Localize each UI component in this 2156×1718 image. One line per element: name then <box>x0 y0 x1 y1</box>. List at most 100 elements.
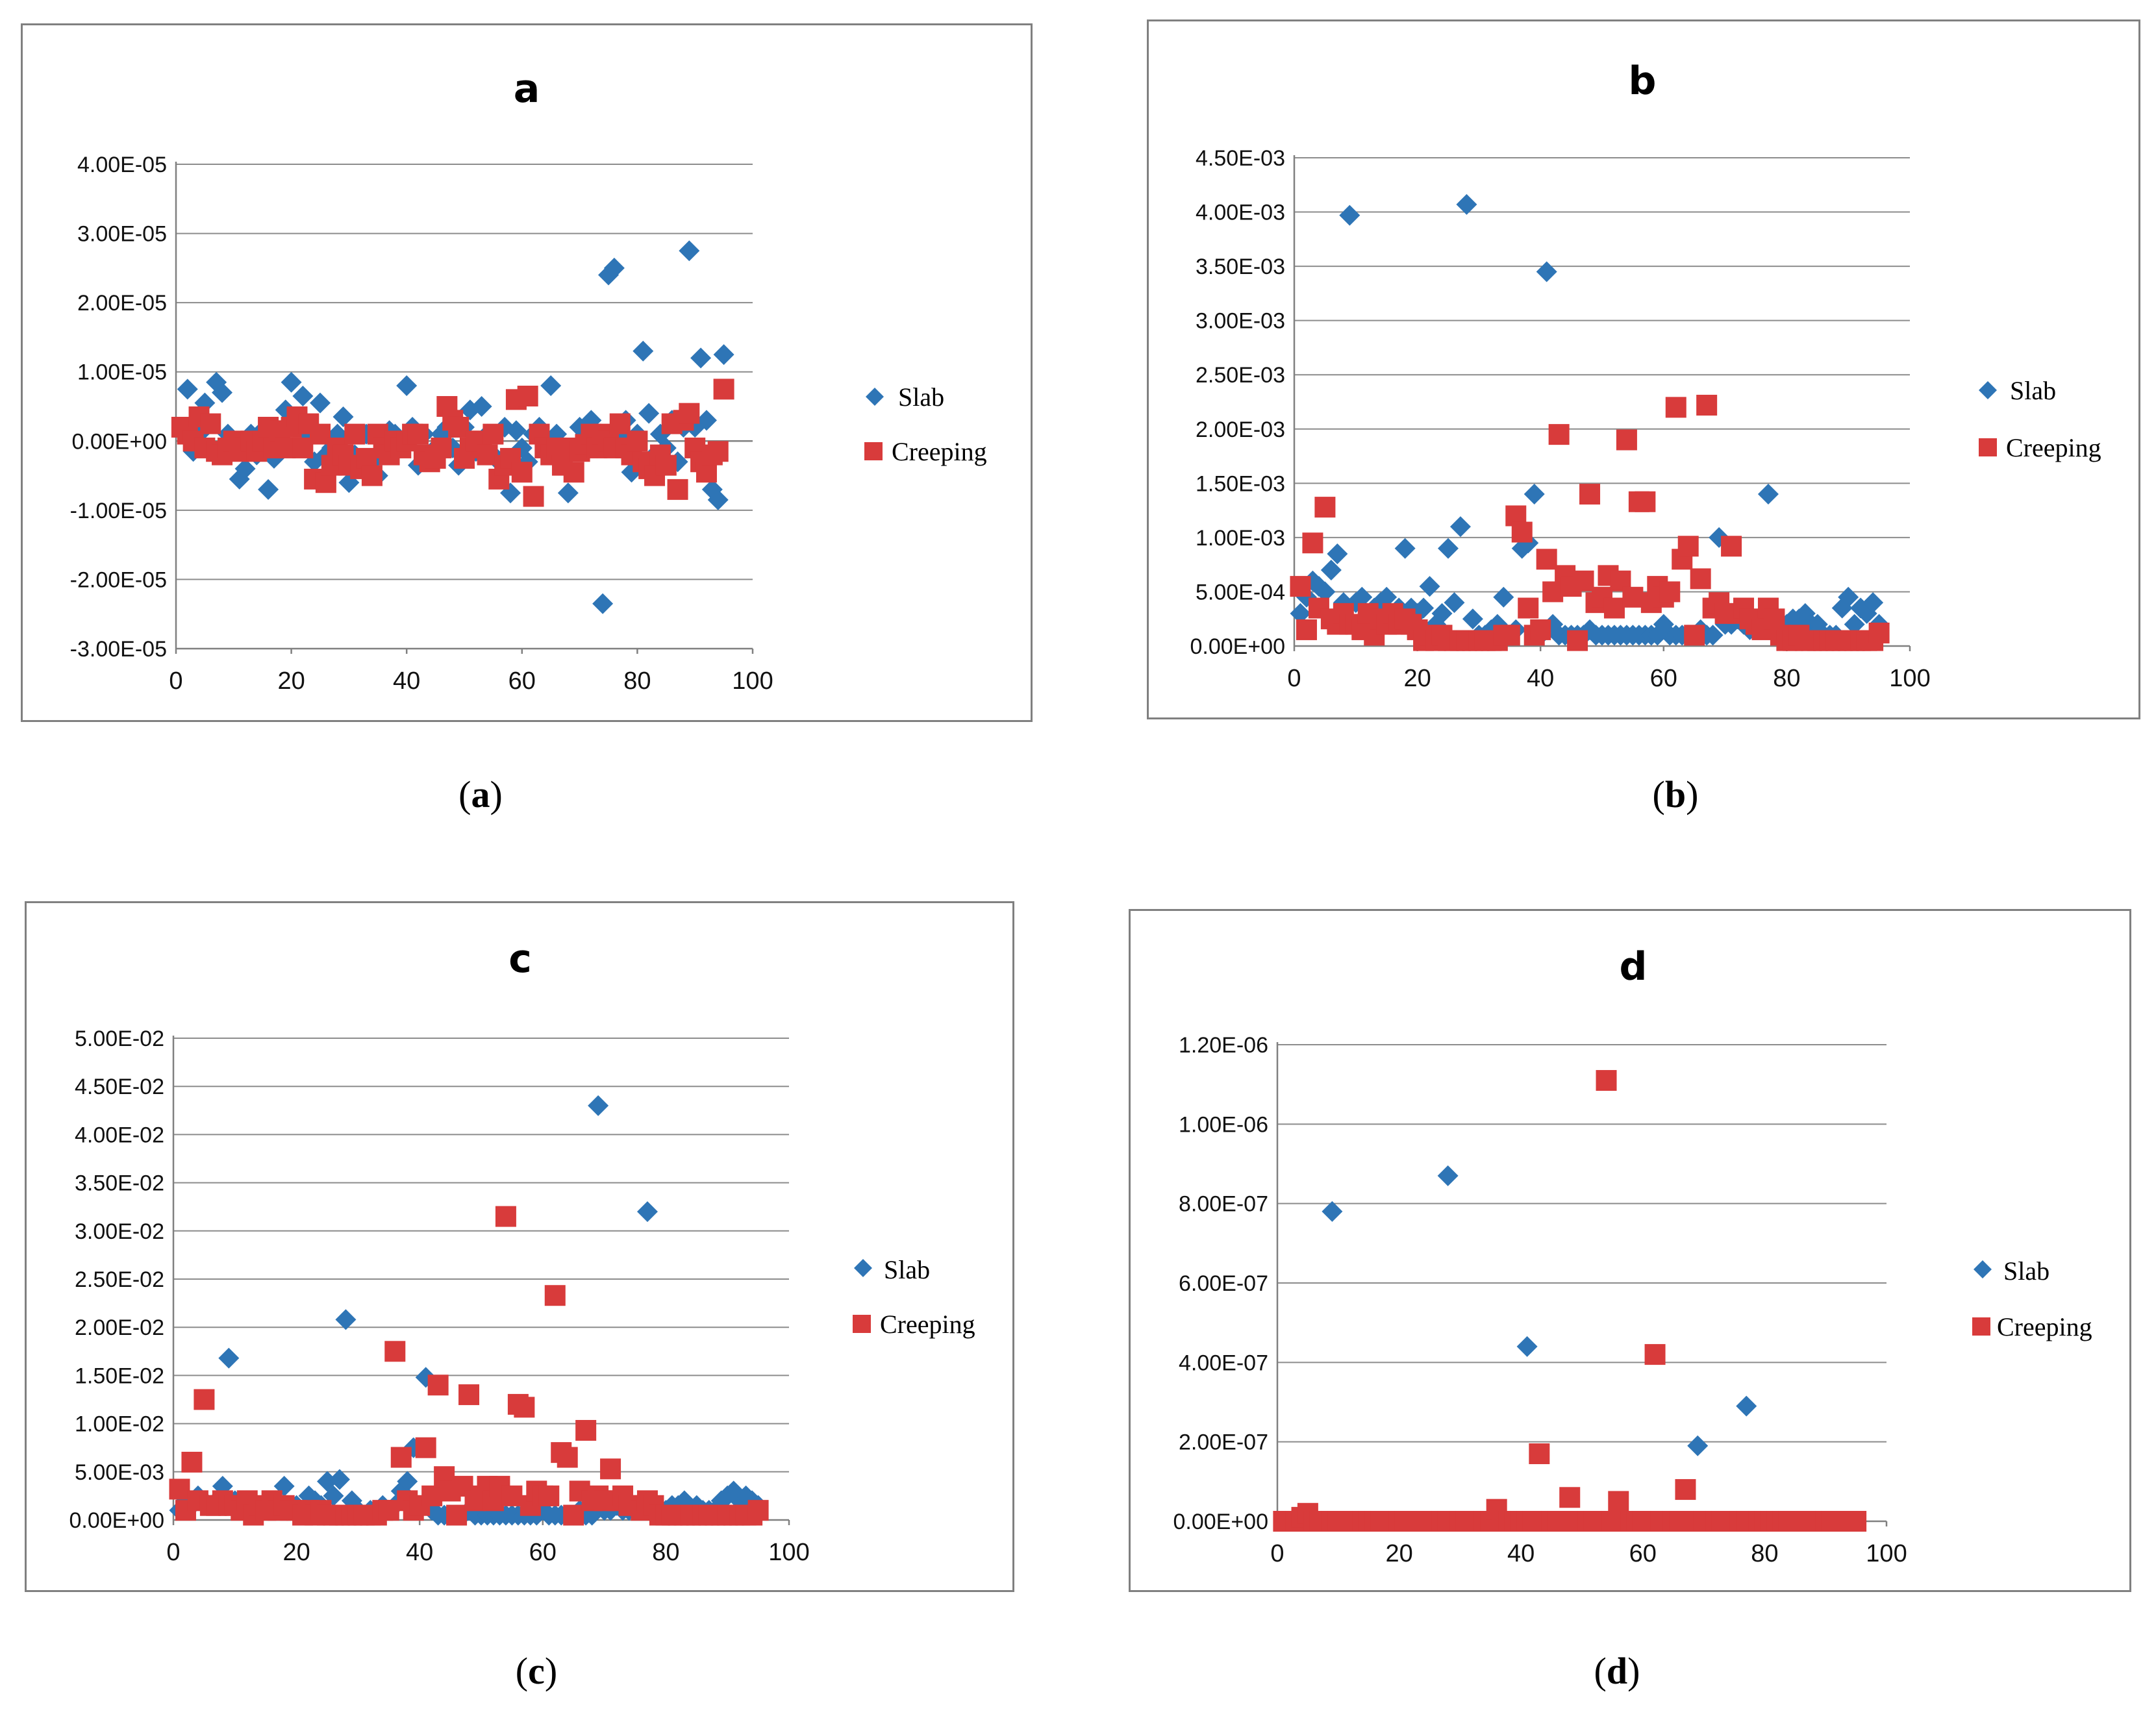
creeping-point <box>181 1451 203 1473</box>
creeping-point <box>1530 619 1551 640</box>
creeping-point <box>431 437 452 458</box>
y-tick-label: 3.50E-02 <box>75 1171 164 1196</box>
slab-point <box>212 382 233 403</box>
y-tick-label: 5.00E-04 <box>1196 580 1285 604</box>
slab-point <box>1351 586 1373 608</box>
creeping-point <box>557 1447 578 1468</box>
y-tick-label: -3.00E-05 <box>70 637 167 662</box>
legend-slab-label: Slab <box>2003 1256 2049 1286</box>
x-tick-label: 0 <box>1287 665 1301 692</box>
y-tick-label: -2.00E-05 <box>70 567 167 592</box>
slab-point <box>696 410 717 431</box>
y-tick-label: 2.00E-05 <box>77 291 167 316</box>
creeping-point <box>1622 586 1644 608</box>
creeping-point <box>421 1485 443 1506</box>
creeping-point <box>1567 630 1588 651</box>
slab-point <box>1757 484 1779 505</box>
y-tick-label: 1.00E-03 <box>1196 526 1285 551</box>
chart-panel-a: a -3.00E-05 -2.00E-05 -1.00E-05 0.00E+00 1.0… <box>21 23 1033 722</box>
chart-b-grid <box>1294 157 1910 593</box>
creeping-point <box>501 1485 523 1506</box>
chart-a-svg: a -3.00E-05 -2.00E-05 -1.00E-05 0.00E+00 1.0… <box>70 66 987 695</box>
x-tick-label: 20 <box>277 667 305 695</box>
slab-point <box>1462 608 1483 630</box>
creeping-point <box>1296 619 1317 640</box>
legend-creeping-label: Creeping <box>1997 1312 2092 1341</box>
creeping-point <box>415 1437 436 1458</box>
slab-point <box>212 1476 233 1497</box>
y-tick-label: 1.00E-06 <box>1179 1112 1268 1137</box>
slab-point <box>471 396 492 417</box>
chart-b-axes: 0.00E+00 5.00E-04 1.00E-03 1.50E-03 2.00E-03… <box>1190 146 1930 692</box>
creeping-point <box>1644 1344 1666 1365</box>
slab-point <box>335 1309 357 1330</box>
chart-a-axes: -3.00E-05 -2.00E-05 -1.00E-05 0.00E+00 1.00E… <box>70 153 773 695</box>
slab-point <box>1376 586 1398 608</box>
creeping-point <box>1548 424 1570 445</box>
x-tick-label: 40 <box>1527 665 1554 692</box>
creeping-point <box>747 1500 769 1521</box>
slab-point <box>397 1471 418 1492</box>
chart-c-legend: Slab Creeping <box>853 1255 975 1339</box>
slab-point <box>557 482 579 504</box>
x-tick-label: 20 <box>1403 665 1431 692</box>
slab-point <box>713 344 734 366</box>
creeping-point <box>1868 622 1890 643</box>
legend-slab-marker <box>854 1259 872 1277</box>
slab-point <box>1523 484 1545 505</box>
slab-point <box>1449 516 1471 538</box>
caption-c: (c) <box>515 1650 558 1692</box>
x-tick-label: 100 <box>732 667 773 695</box>
slab-point <box>1327 543 1348 564</box>
slab-point <box>218 1347 240 1369</box>
y-tick-label: 1.20E-06 <box>1179 1033 1268 1058</box>
creeping-point <box>655 454 677 476</box>
creeping-point <box>713 379 734 400</box>
slab-point <box>638 403 660 424</box>
x-tick-label: 0 <box>169 667 182 695</box>
creeping-point <box>446 1504 468 1526</box>
x-tick-label: 40 <box>406 1539 433 1566</box>
y-tick-label: 8.00E-07 <box>1179 1192 1268 1217</box>
creeping-point <box>575 1419 597 1441</box>
creeping-point <box>600 1458 621 1480</box>
x-tick-label: 100 <box>1889 665 1930 692</box>
chart-c-grid <box>173 1038 789 1473</box>
x-tick-label: 80 <box>652 1539 679 1566</box>
slab-point <box>1437 1165 1459 1186</box>
chart-c-svg: c 0.00E+00 5.00E-03 1.00E-02 1.50E-02 2.00E-… <box>69 936 975 1566</box>
y-tick-label: 2.00E-02 <box>75 1315 164 1340</box>
creeping-point <box>483 423 504 445</box>
y-tick-label: -1.00E-05 <box>70 499 167 523</box>
chart-b-title: b <box>1629 58 1657 104</box>
creeping-point <box>1659 581 1681 603</box>
legend-slab-marker <box>1979 381 1997 399</box>
y-tick-label: 1.50E-02 <box>75 1363 164 1388</box>
slab-point <box>1419 576 1440 597</box>
creeping-point <box>1696 395 1718 416</box>
slab-point <box>1736 1395 1757 1417</box>
chart-panel-b: b 0.00E+00 5.00E-04 1.00E-03 1.50E-03 2.00E-… <box>1147 19 2140 719</box>
slab-point <box>1438 538 1459 559</box>
x-tick-label: 100 <box>1866 1540 1907 1567</box>
creeping-point <box>1596 1070 1617 1091</box>
chart-d-legend: Slab Creeping <box>1972 1256 2092 1341</box>
creeping-point <box>514 1397 535 1418</box>
legend-creeping-marker <box>864 442 883 460</box>
chart-d-title: d <box>1620 944 1648 990</box>
x-tick-label: 100 <box>768 1539 809 1566</box>
y-tick-label: 0.00E+00 <box>69 1508 164 1533</box>
y-tick-label: 0.00E+00 <box>1173 1510 1268 1534</box>
creeping-point <box>1616 429 1637 451</box>
slab-point <box>1339 205 1360 226</box>
y-tick-label: 5.00E-02 <box>75 1027 164 1051</box>
x-tick-label: 60 <box>1629 1540 1657 1567</box>
creeping-point <box>627 430 648 452</box>
slab-point <box>690 347 712 369</box>
chart-d-svg: d 0.00E+00 2.00E-07 4.00E-07 6.00E-07 8.00E-… <box>1173 944 2092 1567</box>
legend-creeping-marker <box>1979 438 1997 456</box>
slab-point <box>1456 193 1477 215</box>
y-tick-label: 5.00E-03 <box>75 1460 164 1485</box>
slab-point <box>1320 560 1342 581</box>
y-tick-label: 4.00E-03 <box>1196 201 1285 225</box>
